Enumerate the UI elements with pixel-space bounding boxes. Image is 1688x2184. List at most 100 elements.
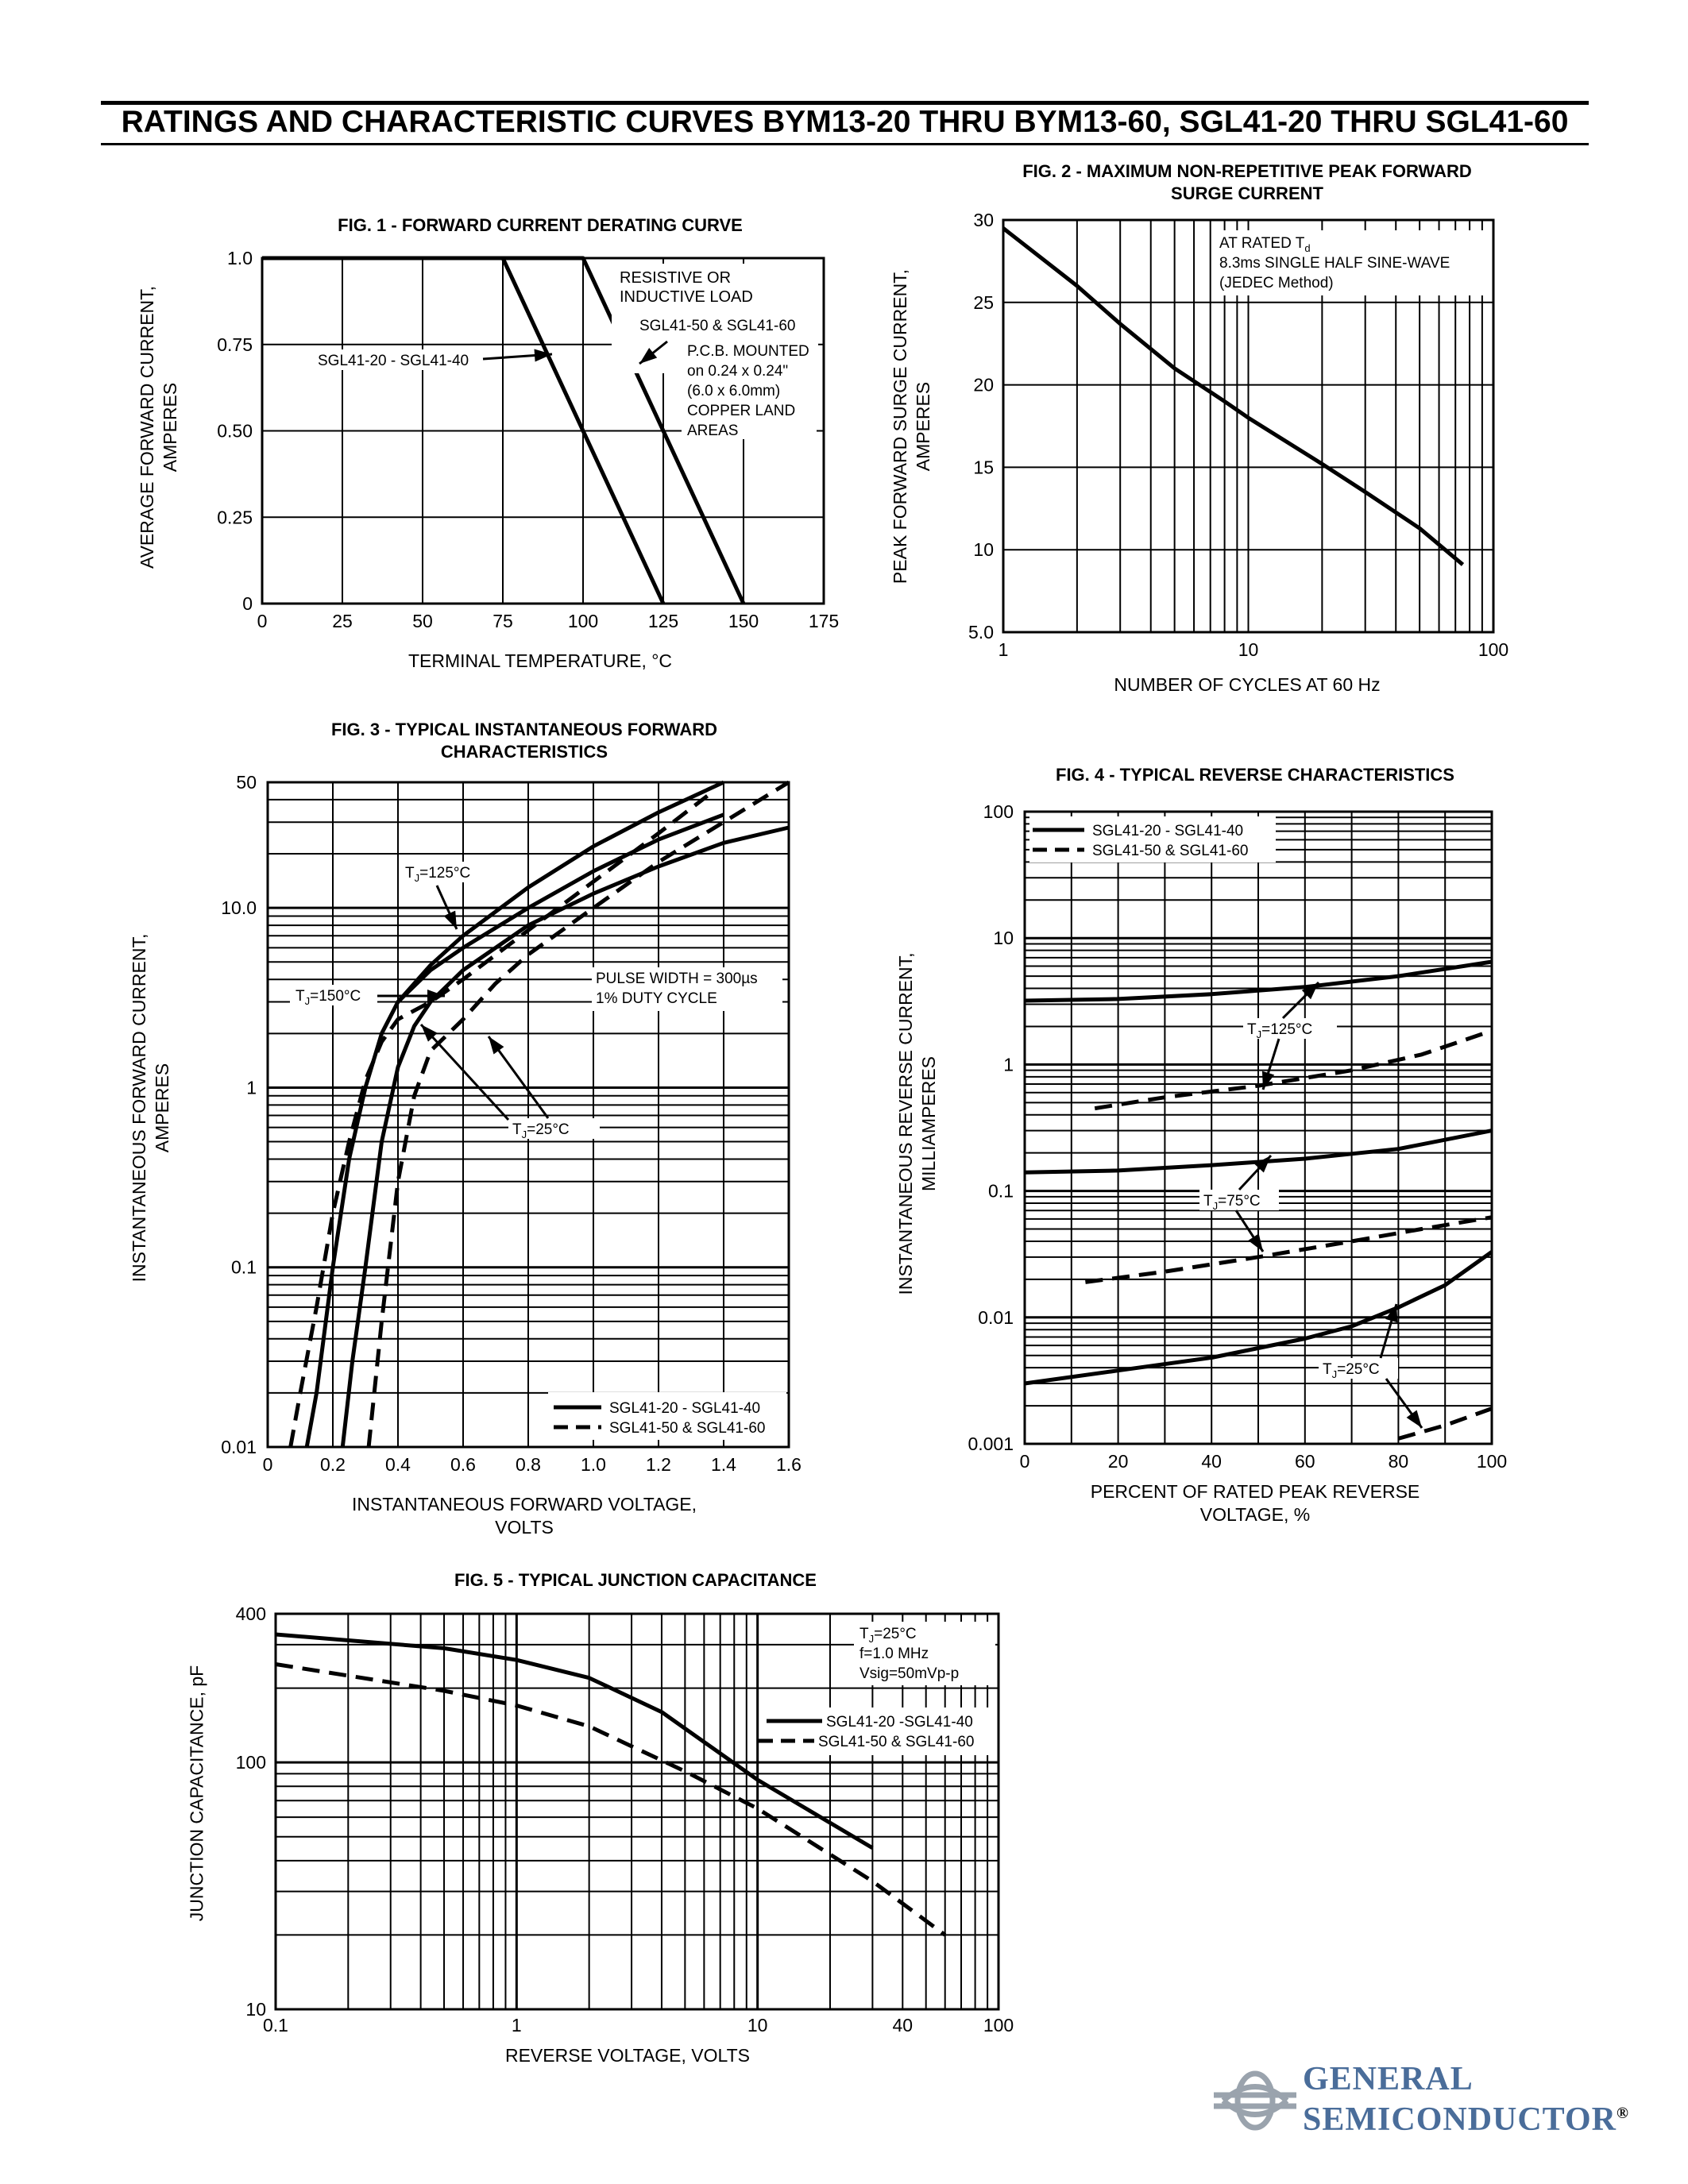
fig3-title: FIG. 3 - TYPICAL INSTANTANEOUS FORWARD C…	[238, 719, 810, 763]
fig2-xtick-label: 1	[999, 639, 1009, 660]
fig4-ylabel-line2: MILLIAMPERES	[918, 1056, 939, 1191]
fig4-series-1	[1024, 959, 1493, 1003]
fig2-ytick-label: 10	[973, 539, 994, 560]
fig1-xtick-label: 100	[568, 611, 598, 631]
fig3-xtick-label: 0.4	[385, 1454, 411, 1475]
fig5-xlabel: REVERSE VOLTAGE, VOLTS	[504, 2045, 751, 2066]
fig1-ann-sgl20-arrow-head	[534, 349, 552, 362]
fig3-ann-pulse-1: PULSE WIDTH = 300µs	[596, 970, 758, 987]
logo-line1: GENERAL	[1303, 2061, 1474, 2097]
fig3-ann-25-box	[508, 1118, 600, 1139]
fig3-ann-25: TJ=25°C	[512, 1121, 570, 1140]
fig2-title: FIG. 2 - MAXIMUM NON-REPETITIVE PEAK FOR…	[937, 160, 1557, 205]
fig4-ytick-label: 100	[983, 801, 1014, 822]
fig5-xtick-label: 0.1	[263, 2015, 288, 2035]
fig4-xlabel-line1: PERCENT OF RATED PEAK REVERSE	[1090, 1481, 1420, 1502]
fig2-series-1	[1002, 226, 1465, 566]
fig5-xtick-label: 1	[512, 2015, 522, 2035]
fig3-frame	[266, 781, 790, 1449]
fig3-ann-125-arrow-head	[443, 910, 457, 929]
fig1-ytick-label: 0.75	[217, 334, 253, 355]
fig3-ylabel: INSTANTANEOUS FORWARD CURRENT, AMPERES	[128, 934, 174, 1283]
fig2-ytick-label: 20	[973, 375, 994, 396]
fig3-series-2	[340, 825, 790, 1448]
fig4-ylabel: INSTANTANEOUS REVERSE CURRENT, MILLIAMPE…	[894, 952, 941, 1295]
fig4-xtick-label: 80	[1389, 1451, 1409, 1472]
fig1-ytick-label: 0.50	[217, 421, 253, 442]
fig2-title-line2: SURGE CURRENT	[1171, 183, 1323, 203]
fig5-xtick-label: 10	[747, 2015, 768, 2035]
fig2-ytick-label: 30	[973, 210, 994, 230]
fig1-ann-sgl50: SGL41-50 & SGL41-60	[639, 318, 795, 334]
logo-registered-mark: ®	[1616, 2105, 1629, 2122]
logo-text-general: GENERAL	[1303, 2060, 1474, 2098]
fig3-ytick-label: 10.0	[221, 897, 257, 918]
fig3-xtick-label: 0.6	[450, 1454, 476, 1475]
fig1-ann-resistive-2: INDUCTIVE LOAD	[620, 288, 753, 306]
fig4-ann-75-arrow-a-head	[1254, 1156, 1271, 1173]
fig4-ann-25-arrow-b-head	[1406, 1410, 1422, 1428]
fig4-ann-125-arrow-b-head	[1261, 1071, 1275, 1090]
fig3-xlabel-line2: VOLTS	[495, 1517, 554, 1538]
fig3-plot: 0.01 0.1 1 10.0 50 0 0.2 0.4 0.6 0.8 1.0 1.2 1.4 1.6 T…	[221, 772, 802, 1475]
fig4-legend-item-2: SGL41-50 & SGL41-60	[1092, 843, 1248, 859]
fig5-ytick-label: 400	[236, 1603, 266, 1624]
fig3-xtick-label: 0.8	[516, 1454, 541, 1475]
fig4-ann-25: TJ=25°C	[1323, 1361, 1380, 1380]
fig3-xtick-label: 1.0	[581, 1454, 606, 1475]
fig4-xtick-label: 40	[1201, 1451, 1222, 1472]
fig5-series-1	[275, 1632, 874, 1850]
fig3-xtick-label: 0.2	[320, 1454, 346, 1475]
fig4-ann-25-box	[1319, 1358, 1398, 1379]
fig1-xtick-label: 75	[492, 611, 513, 631]
fig2-ann-1: AT RATED Td	[1219, 235, 1311, 254]
fig3-ytick-label: 0.1	[231, 1257, 257, 1278]
fig3-ann-pulse-2: 1% DUTY CYCLE	[596, 990, 717, 1007]
fig4-ann-125: TJ=125°C	[1247, 1021, 1312, 1040]
fig4-plot: 0.001 0.01 0.1 1 10 100 0 20 40 60 80 100 SGL41-20 -…	[968, 801, 1507, 1472]
fig1-ann-sgl20-box	[314, 349, 482, 370]
fig4-ann-125-box	[1243, 1018, 1337, 1039]
fig3-ann-pulse-box	[592, 967, 782, 1011]
fig2-ann-3: (JEDEC Method)	[1219, 275, 1334, 291]
fig1-title: FIG. 1 - FORWARD CURRENT DERATING CURVE	[338, 215, 743, 235]
fig1-xtick-label: 0	[257, 611, 268, 631]
fig1-ylabel-line1: AVERAGE FORWARD CURRENT,	[137, 285, 157, 569]
fig4-legend-item-1: SGL41-20 - SGL41-40	[1092, 823, 1243, 839]
fig4-series-2	[1094, 1028, 1493, 1111]
fig4-ylabel-line1: INSTANTANEOUS REVERSE CURRENT,	[895, 952, 916, 1295]
fig3-ann-125: TJ=125°C	[405, 865, 470, 884]
fig2-xlabel: NUMBER OF CYCLES AT 60 Hz	[1114, 674, 1381, 695]
fig2-ylabel-line1: PEAK FORWARD SURGE CURRENT,	[890, 268, 910, 585]
fig4-ann-25-arrow-a-head	[1385, 1304, 1398, 1323]
fig3-xtick-label: 0	[263, 1454, 273, 1475]
fig4-xtick-label: 0	[1020, 1451, 1030, 1472]
fig4-xtick-label: 20	[1108, 1451, 1129, 1472]
fig1-plot: 0 0.25 0.50 0.75 1.0 0 25 50 75 100 125 150 175 RESIS…	[217, 248, 839, 631]
fig3-xtick-label: 1.6	[776, 1454, 802, 1475]
fig1-xlabel: TERMINAL TEMPERATURE, °C	[408, 650, 673, 671]
logo-mark-icon	[1214, 2070, 1296, 2131]
page-title: RATINGS AND CHARACTERISTIC CURVES BYM13-…	[121, 105, 1569, 139]
top-rule	[101, 101, 1589, 105]
fig4-ytick-label: 1	[1003, 1054, 1014, 1075]
fig1-ann-sgl20: SGL41-20 - SGL41-40	[318, 353, 469, 369]
fig5-legend-box	[763, 1707, 996, 1755]
fig3-title-line1: FIG. 3 - TYPICAL INSTANTANEOUS FORWARD	[330, 720, 718, 739]
fig4-series-3	[1024, 1129, 1493, 1175]
fig5-legend-item-2: SGL41-50 & SGL41-60	[818, 1734, 974, 1750]
fig4-ann-75-box	[1199, 1190, 1279, 1210]
fig5-frame	[274, 1612, 1000, 2011]
fig2-ann-box	[1214, 230, 1484, 295]
fig4-ytick-label: 0.01	[978, 1307, 1014, 1328]
fig3-ann-25-arrow-a-head	[421, 1024, 438, 1042]
fig1-xtick-label: 125	[648, 611, 678, 631]
fig5-ylabel: JUNCTION CAPACITANCE, pF	[186, 1665, 207, 1922]
fig4-frame	[1023, 810, 1493, 1445]
fig1-ann-pcb-5: AREAS	[687, 423, 738, 439]
fig5-legend-item-1: SGL41-20 -SGL41-40	[826, 1714, 973, 1731]
fig5-xtick-label: 100	[983, 2015, 1014, 2035]
fig1-ann-resistive-1: RESISTIVE OR	[620, 269, 731, 287]
fig1-ann-sgl50-box	[635, 316, 812, 335]
fig2-title-line1: FIG. 2 - MAXIMUM NON-REPETITIVE PEAK FOR…	[1022, 161, 1472, 181]
